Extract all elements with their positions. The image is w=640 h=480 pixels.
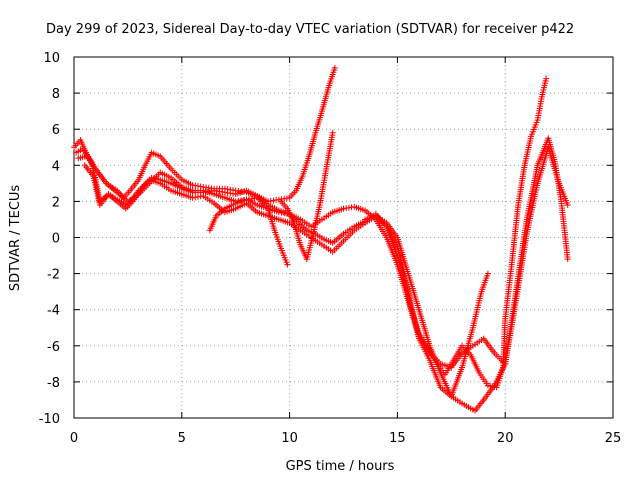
y-axis-label: SDTVAR / TECUs bbox=[8, 185, 23, 292]
data-point bbox=[484, 270, 491, 277]
y-tick-label: -2 bbox=[47, 268, 60, 283]
data-point bbox=[284, 261, 291, 268]
grid-lines bbox=[74, 57, 613, 418]
data-point bbox=[329, 129, 336, 136]
y-tick-label: 8 bbox=[52, 87, 60, 102]
x-tick-label: 0 bbox=[70, 431, 78, 446]
data-point bbox=[564, 202, 571, 209]
x-tick-label: 25 bbox=[605, 431, 622, 446]
x-tick-label: 10 bbox=[281, 431, 298, 446]
data-markers bbox=[71, 64, 571, 414]
y-tick-label: 4 bbox=[52, 159, 60, 174]
data-point bbox=[564, 256, 571, 263]
data-point bbox=[543, 75, 550, 82]
x-tick-label: 20 bbox=[497, 431, 514, 446]
y-tick-label: -6 bbox=[47, 340, 60, 355]
x-tick-label: 15 bbox=[389, 431, 406, 446]
x-axis-label: GPS time / hours bbox=[286, 459, 395, 474]
y-tick-label: 0 bbox=[52, 232, 60, 247]
y-tick-label: 10 bbox=[43, 51, 60, 66]
chart-title: Day 299 of 2023, Sidereal Day-to-day VTE… bbox=[46, 22, 574, 37]
data-point bbox=[331, 64, 338, 71]
y-tick-label: -4 bbox=[47, 304, 60, 319]
y-tick-label: -8 bbox=[47, 376, 60, 391]
y-tick-label: 6 bbox=[52, 123, 60, 138]
x-tick-label: 5 bbox=[178, 431, 186, 446]
y-tick-label: -10 bbox=[39, 412, 60, 427]
axis-ticks: 0 5 10 15 20 25 -10 -8 -6 -4 -2 0 2 4 6 8 10 bbox=[39, 51, 622, 446]
y-tick-label: 2 bbox=[52, 195, 60, 210]
